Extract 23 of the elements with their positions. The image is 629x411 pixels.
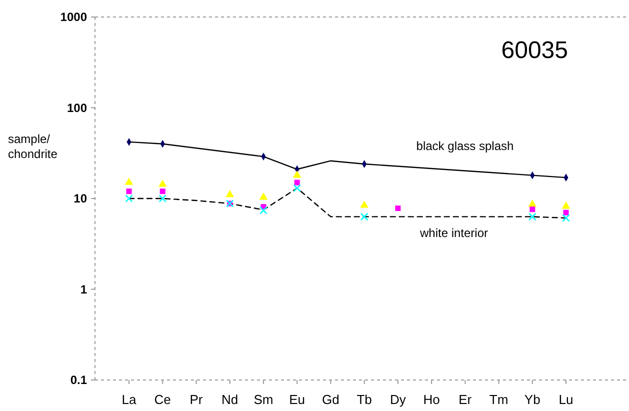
- y-tick-label: 1000: [60, 10, 88, 24]
- y-tick-label: 0.1: [70, 373, 88, 388]
- x-tick-label: Sm: [254, 392, 274, 407]
- x-tick-label: Tb: [356, 392, 372, 407]
- x-tick-label: Er: [458, 392, 472, 407]
- y-tick-label: 10: [74, 192, 88, 206]
- x-tick-label: La: [122, 392, 137, 407]
- text: 60035: [501, 37, 568, 64]
- x-tick-label: Tm: [489, 392, 508, 407]
- x-tick-label: Lu: [558, 392, 574, 407]
- annotation: white interior: [418, 226, 488, 240]
- annotation: black glass splash: [416, 139, 514, 153]
- x-tick-label: Ho: [423, 392, 440, 407]
- x-tick-label: Gd: [322, 392, 340, 407]
- x-tick-label: Pr: [190, 392, 204, 407]
- y-axis-title: sample/ chondrite: [8, 132, 58, 161]
- x-tick-label: Eu: [289, 392, 306, 407]
- x-tick-label: Yb: [524, 392, 540, 407]
- x-tick-label: Ce: [154, 392, 171, 407]
- x-tick-label: Dy: [390, 392, 406, 407]
- y-tick-label: 1: [80, 282, 88, 296]
- y-tick-label: 100: [66, 100, 88, 115]
- x-tick-label: Nd: [222, 392, 238, 407]
